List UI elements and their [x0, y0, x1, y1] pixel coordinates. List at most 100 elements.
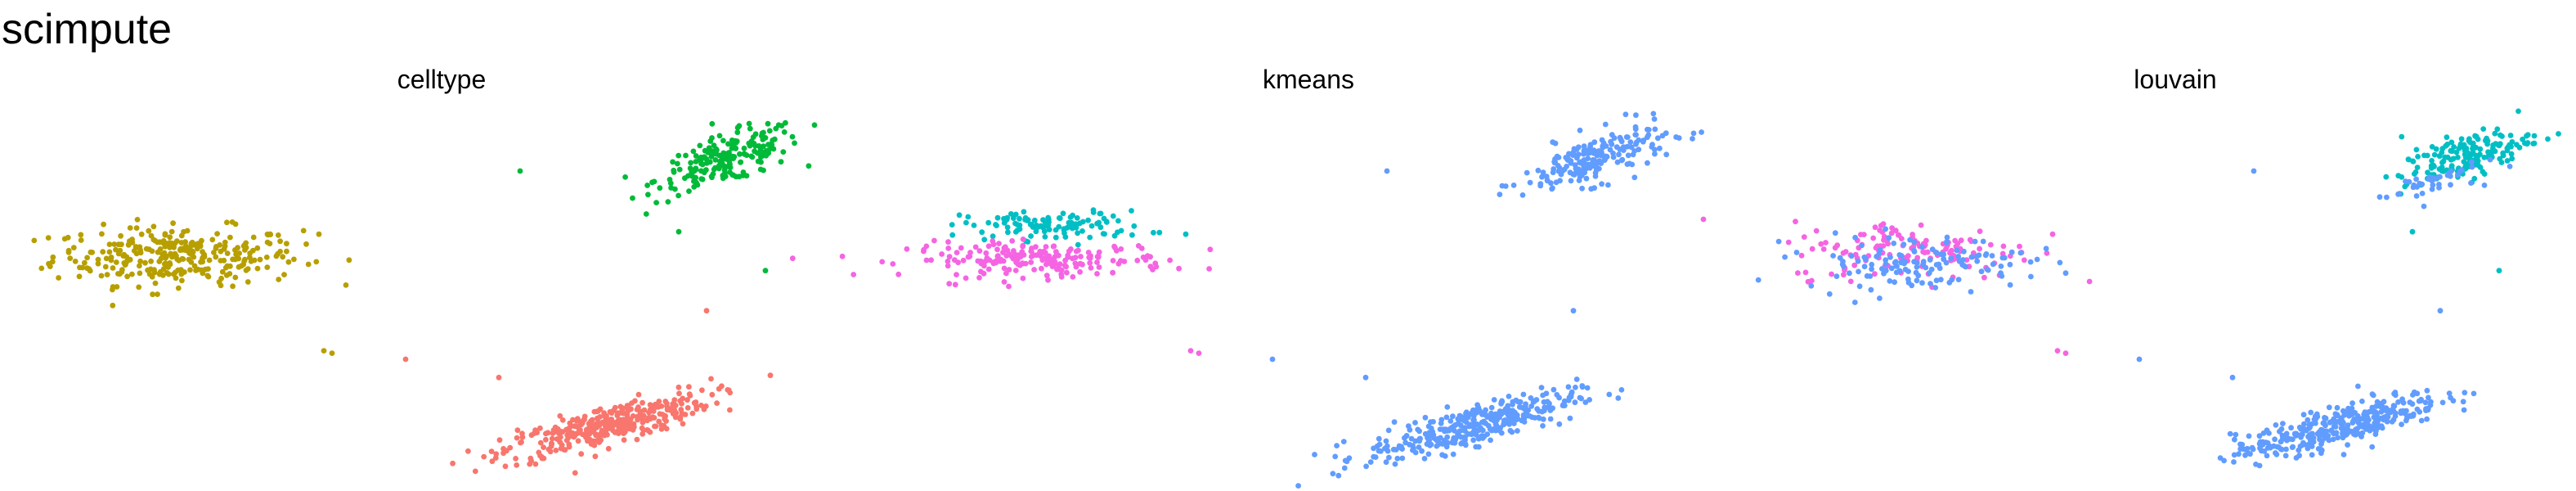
data-point [2247, 451, 2253, 457]
data-point [1795, 270, 1801, 276]
data-point [565, 430, 572, 436]
data-point [1913, 269, 1919, 276]
data-point [1877, 247, 1883, 253]
data-point [682, 412, 689, 417]
data-point [1990, 261, 1996, 268]
data-point [1068, 246, 1074, 252]
data-point [1554, 392, 1560, 398]
data-point [2028, 273, 2034, 280]
data-point [1622, 111, 1629, 118]
data-point [1051, 243, 1057, 250]
data-point [1038, 252, 1044, 258]
data-point [186, 249, 192, 255]
data-point [38, 265, 45, 272]
data-point [178, 232, 185, 239]
data-point [1367, 459, 1374, 465]
data-point [1968, 289, 1974, 295]
data-point [1583, 147, 1590, 154]
data-point [630, 195, 635, 201]
data-point [102, 264, 109, 270]
data-point [699, 176, 706, 182]
data-point [167, 234, 173, 241]
data-point [689, 173, 695, 179]
data-point [1520, 391, 1527, 398]
data-point [1444, 404, 1451, 410]
data-point [1408, 435, 1415, 442]
data-point [2404, 415, 2410, 421]
data-point [1883, 261, 1889, 267]
data-point [1880, 221, 1887, 227]
data-point [2373, 403, 2380, 409]
data-point [2000, 243, 2007, 250]
panel-celltype: celltype [31, 65, 818, 476]
data-point [1028, 259, 1034, 265]
data-point [115, 241, 122, 248]
data-point [1618, 387, 1625, 393]
data-point [164, 270, 170, 276]
data-point [157, 246, 164, 252]
data-point [201, 251, 208, 258]
data-point [240, 243, 247, 249]
data-point [1052, 234, 1059, 241]
data-point [688, 160, 693, 166]
data-point [2430, 182, 2436, 188]
data-point [2327, 419, 2333, 426]
data-point [2481, 182, 2488, 188]
data-point [2346, 412, 2352, 419]
data-point [1167, 257, 1173, 264]
data-point [2424, 152, 2430, 159]
data-point [746, 120, 752, 127]
data-point [1493, 424, 1499, 430]
data-point [1879, 266, 1885, 272]
data-point [698, 154, 704, 160]
data-point [2462, 390, 2468, 396]
data-point [605, 426, 612, 431]
data-point [1134, 257, 1141, 264]
data-point [1427, 430, 1434, 436]
data-point [2371, 414, 2377, 421]
data-point [758, 159, 764, 165]
data-point [1341, 465, 1348, 471]
data-point [143, 246, 150, 252]
data-point [532, 427, 538, 433]
data-point [1944, 234, 1950, 241]
data-point [1582, 399, 1589, 405]
data-point [693, 153, 699, 159]
data-point [472, 468, 478, 475]
data-point [110, 302, 116, 309]
data-point [1447, 418, 1454, 424]
data-point [1958, 237, 1964, 244]
data-point [250, 247, 256, 254]
data-point [492, 455, 499, 461]
data-point [2296, 424, 2303, 430]
data-point [741, 145, 747, 151]
data-point [1914, 277, 1920, 284]
data-point [1625, 152, 1631, 159]
data-point [2387, 409, 2394, 416]
data-point [703, 160, 710, 166]
data-point [605, 445, 612, 452]
data-point [743, 152, 750, 159]
data-point [2271, 443, 2277, 449]
data-point [1592, 169, 1599, 176]
data-point [2363, 419, 2369, 426]
data-point [2413, 193, 2420, 199]
data-point [1842, 249, 1849, 255]
data-point [1955, 277, 1962, 282]
data-point [1599, 137, 1605, 143]
data-point [1069, 219, 1075, 226]
data-point [1937, 277, 1944, 283]
data-point [960, 257, 967, 264]
data-point [756, 151, 763, 157]
data-point [990, 241, 997, 248]
data-point [232, 247, 238, 253]
data-point [2444, 172, 2451, 178]
data-point [1974, 258, 1981, 264]
data-point [537, 425, 543, 431]
data-point [1985, 267, 1991, 273]
data-point [1578, 395, 1584, 402]
data-point [721, 167, 728, 173]
data-point [2021, 257, 2027, 264]
data-point [985, 243, 992, 250]
data-point [561, 447, 568, 453]
